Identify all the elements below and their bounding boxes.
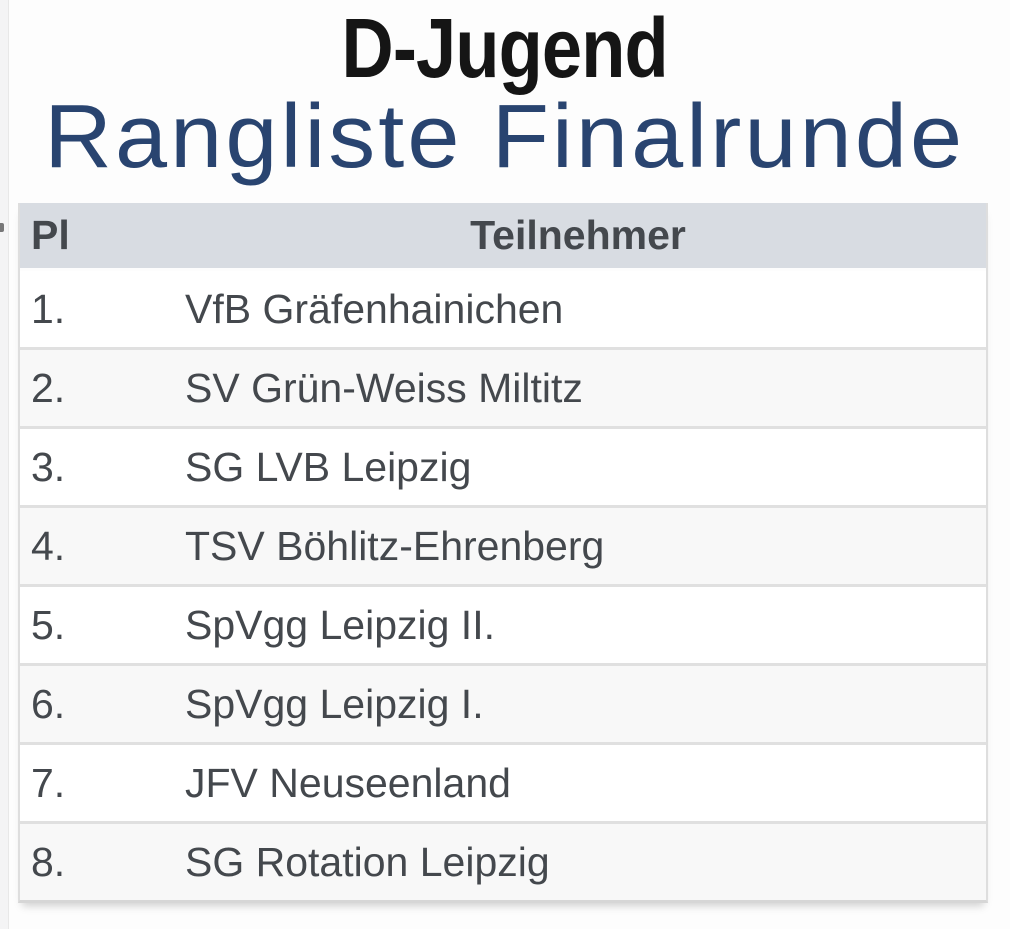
ranking-table: Pl Teilnehmer 1. VfB Gräfenhainichen 2. … bbox=[18, 203, 988, 903]
rank-cell: 2. bbox=[31, 364, 66, 411]
team-cell: SpVgg Leipzig I. bbox=[185, 680, 484, 727]
rank-cell: 4. bbox=[31, 522, 66, 569]
rank-cell: 5. bbox=[31, 601, 66, 648]
table-row: 6. SpVgg Leipzig I. bbox=[20, 663, 986, 742]
table-row: 2. SV Grün-Weiss Miltitz bbox=[20, 347, 986, 426]
header-cell-rank: Pl bbox=[31, 212, 70, 258]
page-edge-artifact bbox=[0, 223, 4, 232]
table-row: 7. JFV Neuseenland bbox=[20, 742, 986, 821]
table-row: 8. SG Rotation Leipzig bbox=[20, 821, 986, 900]
page-subtitle-text: Rangliste Finalrunde bbox=[44, 87, 966, 187]
table-body: 1. VfB Gräfenhainichen 2. SV Grün-Weiss … bbox=[20, 268, 986, 900]
team-cell: JFV Neuseenland bbox=[185, 759, 511, 806]
rank-cell: 7. bbox=[31, 759, 66, 806]
page-title: D-Jugend bbox=[0, 0, 1010, 96]
table-header: Pl Teilnehmer bbox=[20, 203, 986, 268]
table-row: 4. TSV Böhlitz-Ehrenberg bbox=[20, 505, 986, 584]
rank-cell: 6. bbox=[31, 680, 66, 727]
page-subtitle: Rangliste Finalrunde bbox=[0, 90, 1010, 184]
team-cell: SV Grün-Weiss Miltitz bbox=[185, 364, 583, 411]
team-cell: TSV Böhlitz-Ehrenberg bbox=[185, 522, 605, 569]
rank-cell: 1. bbox=[31, 285, 66, 332]
page-title-text: D-Jugend bbox=[341, 1, 669, 95]
header-cell-participant: Teilnehmer bbox=[470, 212, 686, 258]
table-row: 3. SG LVB Leipzig bbox=[20, 426, 986, 505]
team-cell: SpVgg Leipzig II. bbox=[185, 601, 495, 648]
rank-cell: 3. bbox=[31, 443, 66, 490]
table-row: 5. SpVgg Leipzig II. bbox=[20, 584, 986, 663]
team-cell: VfB Gräfenhainichen bbox=[185, 285, 564, 332]
table-row: 1. VfB Gräfenhainichen bbox=[20, 268, 986, 347]
team-cell: SG LVB Leipzig bbox=[185, 443, 472, 490]
team-cell: SG Rotation Leipzig bbox=[185, 838, 550, 885]
left-page-edge bbox=[0, 0, 9, 929]
rank-cell: 8. bbox=[31, 838, 66, 885]
